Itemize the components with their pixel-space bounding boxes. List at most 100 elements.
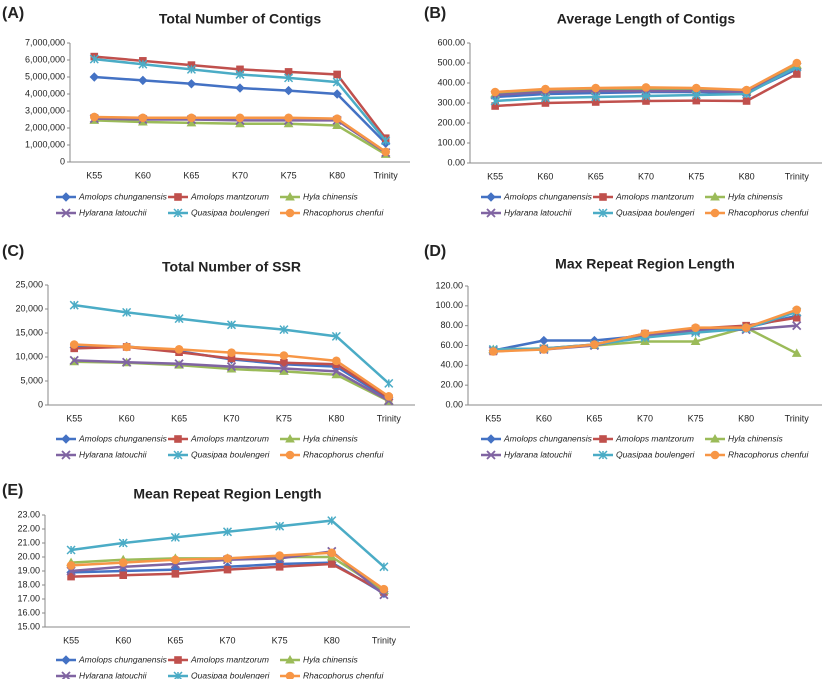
- legend-label: Hylarana latouchii: [79, 207, 148, 217]
- marker: [742, 85, 751, 95]
- marker: [490, 87, 500, 97]
- y-tick-label: 20.00: [17, 551, 40, 561]
- x-tick-label: K60: [537, 171, 553, 181]
- legend-label: Rhacophorus chenfui: [303, 449, 384, 459]
- legend-marker: [61, 450, 71, 460]
- y-tick-label: 19.00: [17, 565, 40, 575]
- legend-label: Hylarana latouchii: [504, 449, 573, 459]
- marker: [691, 83, 701, 93]
- x-tick-label: K80: [328, 413, 344, 423]
- x-tick-label: K75: [688, 171, 704, 181]
- legend-label: Amolops chunganensis: [78, 654, 168, 664]
- legend-marker: [285, 433, 295, 443]
- marker: [222, 527, 233, 537]
- chart-title: Max Repeat Region Length: [555, 256, 735, 272]
- marker: [89, 54, 99, 64]
- marker: [275, 563, 284, 571]
- marker: [641, 91, 651, 101]
- marker: [691, 323, 700, 332]
- x-tick-label: Trinity: [377, 413, 402, 423]
- marker: [490, 96, 500, 106]
- legend-label: Amolops chunganensis: [78, 191, 168, 201]
- panel: (B) Average Length of Contigs 0.00 100.00 20…: [424, 5, 822, 218]
- marker: [332, 77, 342, 87]
- marker: [235, 113, 245, 123]
- legend-label: Hyla chinensis: [303, 191, 359, 201]
- marker: [118, 558, 128, 567]
- legend-marker: [285, 671, 295, 679]
- marker: [591, 92, 601, 102]
- marker: [540, 93, 550, 103]
- y-tick-label: 100.00: [435, 300, 463, 310]
- legend-marker: [599, 435, 607, 443]
- marker: [235, 69, 245, 79]
- marker: [640, 329, 650, 338]
- marker: [539, 335, 549, 346]
- marker: [235, 83, 245, 93]
- legend-label: Amolops mantzorum: [190, 191, 269, 201]
- marker: [69, 355, 79, 365]
- legend-marker: [710, 208, 720, 218]
- y-tick-label: 40.00: [440, 360, 463, 370]
- legend-label: Hylarana latouchii: [504, 207, 573, 217]
- legend-label: Amolops mantzorum: [190, 433, 269, 443]
- y-tick-label: 17.00: [17, 593, 40, 603]
- x-tick-label: K70: [638, 171, 654, 181]
- marker: [89, 112, 99, 122]
- marker: [591, 83, 601, 93]
- panel-label: (D): [424, 243, 446, 260]
- marker: [275, 521, 285, 531]
- marker: [138, 59, 148, 69]
- y-tick-label: 400.00: [437, 77, 465, 87]
- marker: [691, 90, 701, 100]
- marker: [381, 147, 391, 157]
- x-tick-label: K65: [588, 171, 604, 181]
- legend-label: Hyla chinensis: [303, 654, 359, 664]
- y-tick-label: 25,000: [15, 279, 43, 289]
- marker: [327, 516, 337, 526]
- x-tick-label: K55: [86, 170, 102, 180]
- y-tick-label: 200.00: [437, 117, 465, 127]
- y-tick-label: 23.00: [17, 509, 40, 519]
- marker: [122, 342, 131, 352]
- y-tick-label: 2,000,000: [25, 122, 65, 132]
- y-tick-label: 6,000,000: [25, 54, 65, 64]
- marker: [741, 323, 751, 332]
- y-tick-label: 100.00: [437, 137, 465, 147]
- legend-marker: [173, 450, 183, 460]
- legend-marker: [486, 208, 496, 218]
- marker: [279, 363, 289, 374]
- marker: [539, 345, 549, 354]
- marker: [279, 351, 289, 360]
- y-tick-label: 18.00: [17, 579, 40, 589]
- x-tick-label: K75: [688, 413, 704, 423]
- x-tick-label: K70: [232, 170, 248, 180]
- x-tick-label: K65: [586, 413, 602, 423]
- y-tick-label: 16.00: [17, 607, 40, 617]
- legend-label: Amolops mantzorum: [615, 191, 694, 201]
- marker: [641, 83, 651, 92]
- marker: [226, 361, 237, 372]
- legend-marker: [710, 191, 720, 201]
- marker: [327, 560, 336, 568]
- marker: [791, 348, 802, 357]
- legend-label: Rhacophorus chenfui: [728, 207, 809, 217]
- marker: [170, 532, 180, 542]
- x-tick-label: K60: [119, 413, 135, 423]
- marker: [223, 554, 232, 563]
- y-tick-label: 10,000: [15, 351, 43, 361]
- marker: [488, 347, 498, 356]
- legend-label: Quasipaa boulengeri: [616, 449, 696, 459]
- x-tick-label: K75: [276, 413, 292, 423]
- panel: (C) Total Number of SSR 0 5,000 10,000 15,000…: [2, 243, 415, 460]
- marker: [331, 366, 341, 377]
- y-tick-label: 15.00: [17, 621, 40, 631]
- y-tick-label: 3,000,000: [25, 105, 65, 115]
- marker: [379, 562, 389, 572]
- x-tick-label: K75: [272, 635, 288, 645]
- y-tick-label: 80.00: [440, 320, 463, 330]
- chart-title: Mean Repeat Region Length: [133, 486, 321, 502]
- y-tick-label: 500.00: [437, 57, 465, 67]
- x-tick-label: K80: [739, 171, 755, 181]
- x-tick-label: K80: [738, 413, 754, 423]
